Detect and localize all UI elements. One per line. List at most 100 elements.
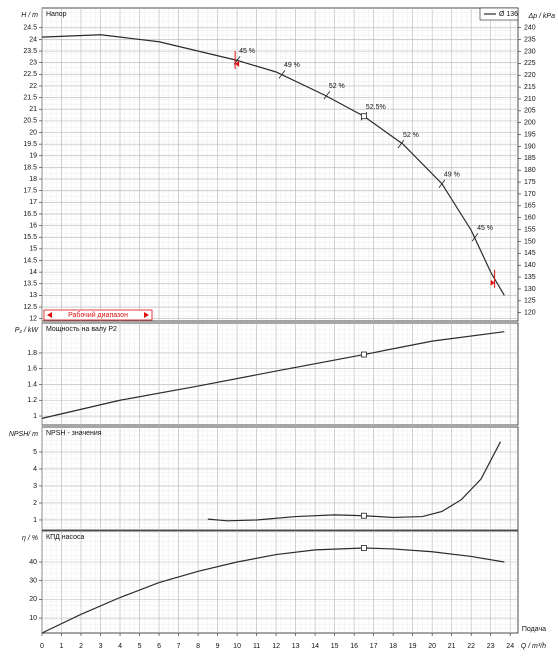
x-tick-label: 0: [40, 643, 44, 650]
duty-point: [360, 113, 367, 120]
y2-tick-label: 160: [524, 215, 536, 222]
legend-box: [479, 7, 519, 21]
plot-area: [41, 7, 519, 322]
y-tick-label: 14.5: [23, 257, 37, 264]
y2-tick-label: 190: [524, 143, 536, 150]
y2-tick-label: 120: [524, 310, 536, 317]
x-tick-label: 14: [311, 643, 319, 650]
y-tick-label: 17: [29, 199, 37, 206]
range-arrow: [490, 279, 495, 286]
y-axis-title: NPSH/ m: [9, 431, 38, 438]
annotation-label: 52 %: [403, 132, 419, 139]
range-label: Рабочий диапазон: [68, 311, 128, 319]
annotation-label: 52 %: [329, 83, 345, 90]
legend-label: Ø 136: [499, 11, 518, 18]
y2-tick-label: 150: [524, 238, 536, 245]
x-tick-label: 13: [292, 643, 300, 650]
x-tick-label: 22: [467, 643, 475, 650]
y-axis-title: P₂ / kW: [15, 327, 40, 334]
y2-tick-label: 125: [524, 298, 536, 305]
y2-tick-label: 210: [524, 96, 536, 103]
y-tick-label: 13.5: [23, 281, 37, 288]
x-tick-label: 16: [350, 643, 358, 650]
y-tick-label: 4: [33, 466, 37, 473]
y2-axis-title: Δp / kPa: [528, 13, 556, 20]
x-tick-label: 5: [138, 643, 142, 650]
y2-tick-label: 205: [524, 108, 536, 115]
y2-tick-label: 165: [524, 203, 536, 210]
panel-title: NPSH - значения: [46, 430, 102, 437]
x-tick-label: 18: [389, 643, 397, 650]
annotation-tick: [438, 179, 446, 188]
y2-tick-label: 240: [524, 25, 536, 32]
x-tick-label: 9: [216, 643, 220, 650]
y-tick-label: 1: [33, 413, 37, 420]
y-axis-title: H / m: [21, 12, 38, 19]
plot-area: [41, 426, 519, 531]
annotation-tick: [278, 70, 286, 79]
x-tick-label: 23: [487, 643, 495, 650]
y2-tick-label: 185: [524, 155, 536, 162]
y-axis-title: η / %: [22, 535, 38, 542]
annotation-label: 45 %: [239, 48, 255, 55]
plot-area: [41, 530, 519, 634]
curve: [41, 547, 505, 634]
curve: [41, 34, 505, 296]
y-tick-label: 20: [29, 129, 37, 136]
x-tick-label: 12: [272, 643, 280, 650]
annotation-tick: [471, 232, 479, 242]
y2-tick-label: 135: [524, 274, 536, 281]
range-arrow: [235, 60, 240, 67]
y2-tick-label: 230: [524, 48, 536, 55]
x-tick-label: 7: [177, 643, 181, 650]
y2-tick-label: 195: [524, 131, 536, 138]
y-tick-label: 15: [29, 246, 37, 253]
y-tick-label: 30: [29, 578, 37, 585]
y2-tick-label: 180: [524, 167, 536, 174]
y-tick-label: 22.5: [23, 71, 37, 78]
legend: Ø 136: [479, 7, 519, 21]
y-tick-label: 40: [29, 559, 37, 566]
x-tick-label: 3: [99, 643, 103, 650]
y-tick-label: 16: [29, 222, 37, 229]
y-tick-label: 16.5: [23, 211, 37, 218]
y2-tick-label: 225: [524, 60, 536, 67]
annotation-tick: [397, 139, 405, 149]
y2-tick-label: 215: [524, 84, 536, 91]
y2-tick-label: 220: [524, 72, 536, 79]
y-tick-label: 15.5: [23, 234, 37, 241]
y-tick-label: 1: [33, 517, 37, 524]
x-axis-title: Q / m³/h: [521, 643, 546, 650]
x-tick-label: 17: [370, 643, 378, 650]
y2-tick-label: 200: [524, 120, 536, 127]
y2-tick-label: 170: [524, 191, 536, 198]
y-tick-label: 22: [29, 83, 37, 90]
y-tick-label: 19.5: [23, 141, 37, 148]
y2-tick-label: 140: [524, 262, 536, 269]
annotation-label: 45 %: [477, 225, 493, 232]
y-tick-label: 14: [29, 269, 37, 276]
x-axis-caption: Подача: [522, 626, 546, 633]
y-tick-label: 21: [29, 106, 37, 113]
plot-area: [41, 322, 519, 426]
annotation-label: 52.5%: [366, 104, 386, 111]
x-tick-label: 4: [118, 643, 122, 650]
y-tick-label: 18: [29, 176, 37, 183]
x-tick-label: 21: [448, 643, 456, 650]
y-tick-label: 23.5: [23, 48, 37, 55]
y-tick-label: 24.5: [23, 25, 37, 32]
y-tick-label: 20: [29, 596, 37, 603]
duty-point: [360, 545, 367, 551]
x-tick-label: 10: [233, 643, 241, 650]
curve: [207, 441, 501, 522]
x-tick-label: 20: [428, 643, 436, 650]
x-tick-label: 8: [196, 643, 200, 650]
x-tick-label: 15: [331, 643, 339, 650]
x-tick-label: 6: [157, 643, 161, 650]
y-tick-label: 12.5: [23, 304, 37, 311]
y2-tick-label: 155: [524, 226, 536, 233]
y-tick-label: 1.2: [27, 397, 37, 404]
range-box: [43, 309, 153, 321]
y2-tick-label: 235: [524, 36, 536, 43]
